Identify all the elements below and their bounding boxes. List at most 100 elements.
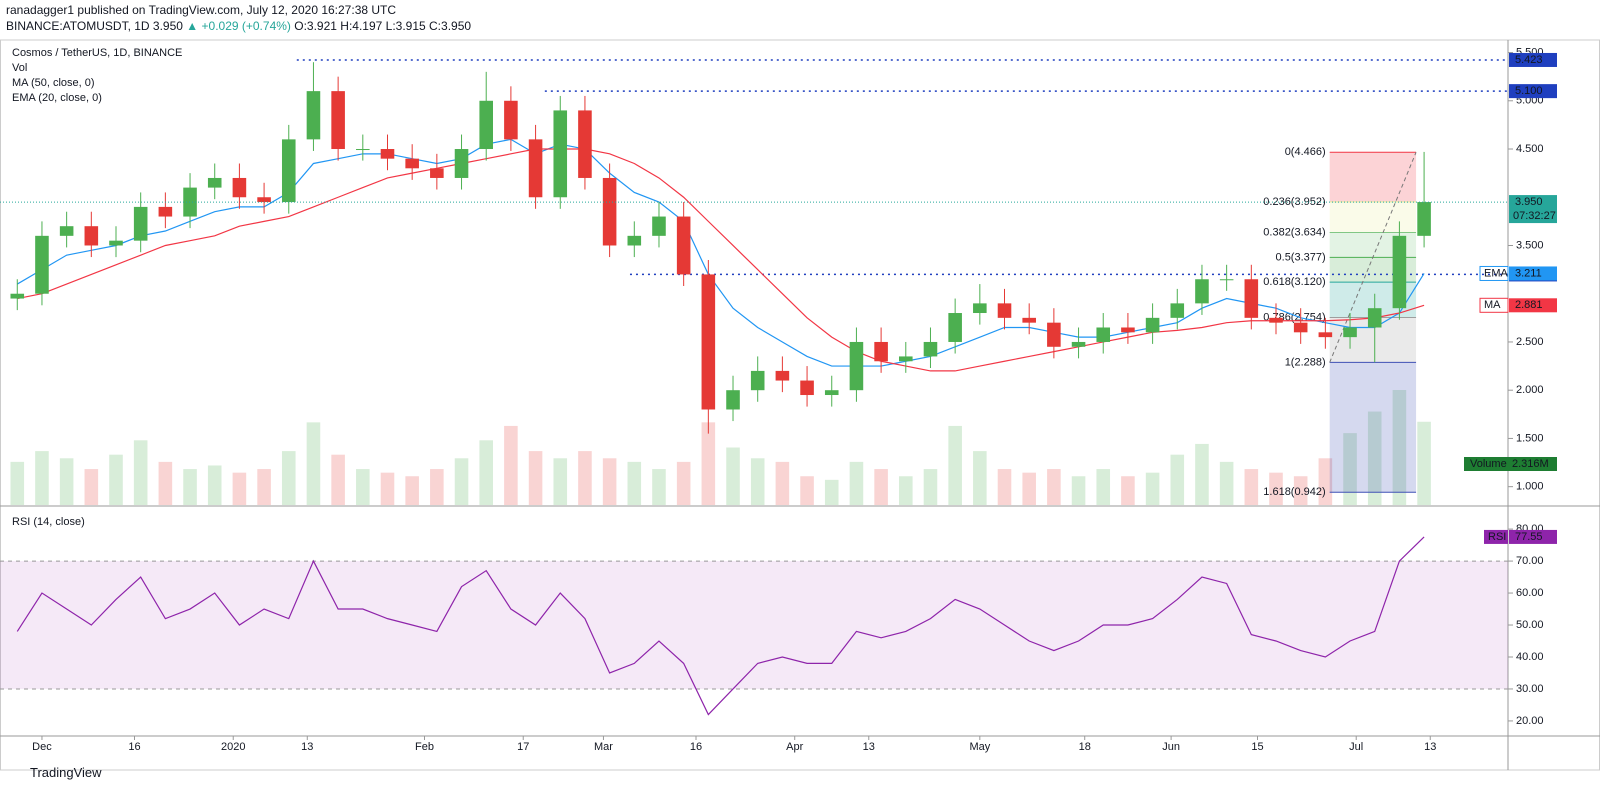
- volume-bar: [701, 422, 716, 505]
- volume-bar: [1096, 469, 1111, 505]
- axis-tag-name: EMA: [1484, 267, 1509, 279]
- price-tag: [1509, 195, 1557, 224]
- fib-label: 0.618(3.120): [1263, 276, 1325, 288]
- overlay-line: [17, 148, 1425, 372]
- legend-vol: Vol: [12, 62, 27, 74]
- volume-bar: [133, 440, 148, 505]
- y-tick-label: 2.500: [1516, 336, 1544, 348]
- volume-bar: [1022, 472, 1036, 505]
- volume-bar: [849, 461, 864, 505]
- x-tick-label: 16: [128, 741, 140, 753]
- candle-body: [997, 303, 1012, 318]
- candle-body: [331, 91, 345, 150]
- volume-bar: [306, 422, 321, 505]
- volume-bar: [158, 461, 173, 505]
- fib-label: 0.382(3.634): [1263, 226, 1325, 238]
- rsi-band: [0, 561, 1508, 689]
- candle-body: [232, 177, 247, 198]
- volume-bar: [183, 469, 197, 505]
- volume-bar: [232, 472, 247, 505]
- candle-body: [652, 216, 666, 236]
- volume-bar: [84, 469, 99, 505]
- volume-bar: [1343, 433, 1357, 505]
- candle-body: [158, 206, 173, 217]
- candle-body: [35, 235, 49, 294]
- candle-body: [701, 274, 716, 410]
- rsi-tag-label: 77.55: [1515, 531, 1543, 543]
- footer: TradingView: [30, 765, 102, 780]
- volume-bar: [750, 458, 765, 505]
- y-tick-label: 4.500: [1516, 143, 1544, 155]
- candle-body: [207, 177, 222, 188]
- candle-body: [10, 293, 25, 299]
- candle-body: [133, 206, 148, 241]
- candle-body: [1343, 327, 1357, 338]
- volume-bar: [1071, 476, 1086, 505]
- symbol: BINANCE:ATOMUSDT, 1D: [6, 19, 150, 33]
- volume-bar: [923, 469, 938, 505]
- x-tick-label: Jul: [1349, 741, 1363, 753]
- candle-body: [1022, 317, 1036, 323]
- x-tick-label: May: [969, 741, 990, 753]
- volume-bar: [1170, 454, 1185, 505]
- candle-body: [1096, 327, 1111, 342]
- axis-tag-name-box: [1479, 265, 1509, 281]
- change: ▲ +0.029 (+0.74%): [186, 19, 291, 33]
- x-tick-label: 2020: [221, 741, 245, 753]
- volume-bar: [35, 451, 49, 505]
- candle-body: [800, 380, 814, 396]
- publisher: ranadagger1 published on TradingView.com…: [6, 3, 397, 17]
- candle-body: [306, 91, 321, 140]
- candle-body: [1392, 235, 1407, 309]
- volume-bar: [1244, 469, 1259, 505]
- y-tick-label: 60.00: [1516, 587, 1544, 599]
- candle-body: [750, 370, 765, 391]
- candle-body: [726, 390, 740, 410]
- volume-tag: [1464, 457, 1557, 471]
- volume-bar: [726, 447, 740, 505]
- candle-body: [1269, 317, 1283, 323]
- candle-body: [454, 149, 469, 178]
- price: 3.950: [152, 19, 183, 33]
- volume-bar: [899, 476, 913, 505]
- volume-bar: [1145, 472, 1160, 505]
- volume-bar: [281, 451, 296, 505]
- volume-tag-name: Volume: [1470, 458, 1507, 470]
- volume-bar: [430, 469, 444, 505]
- legend-ma: MA (50, close, 0): [12, 77, 95, 89]
- rsi-title: RSI (14, close): [12, 516, 85, 528]
- chart: Cosmos / TetherUS, 1D, BINANCE Vol MA (5…: [0, 39, 1600, 771]
- volume-bar: [1121, 476, 1135, 505]
- volume-bar: [405, 476, 419, 505]
- candle-body: [1244, 279, 1259, 318]
- candle-body: [1219, 279, 1234, 281]
- candle-body: [1071, 341, 1086, 347]
- volume-bar: [602, 458, 617, 505]
- symbol-line: BINANCE:ATOMUSDT, 1D 3.950 ▲ +0.029 (+0.…: [6, 19, 471, 33]
- candle-body: [84, 226, 99, 246]
- candle-body: [59, 226, 74, 236]
- x-tick-label: 15: [1251, 741, 1263, 753]
- candle-body: [1367, 308, 1382, 328]
- candle-body: [1318, 332, 1333, 338]
- candle-body: [553, 110, 568, 198]
- price-tag-countdown: 07:32:27: [1513, 210, 1556, 222]
- fib-trend: [1329, 152, 1417, 363]
- candle-body: [602, 177, 617, 246]
- candle-body: [528, 139, 543, 198]
- candle-body: [1145, 317, 1160, 333]
- rsi-tag-name-box: [1484, 529, 1508, 544]
- candle-body: [824, 390, 839, 396]
- y-tick-label: 1.500: [1516, 432, 1544, 444]
- candle-body: [923, 341, 938, 357]
- volume-bar: [627, 461, 642, 505]
- x-tick-label: 18: [1079, 741, 1091, 753]
- axis-tag: [1509, 266, 1557, 281]
- candle-body: [899, 356, 913, 362]
- volume-bar: [824, 479, 839, 505]
- volume-bar: [380, 472, 395, 505]
- volume-bar: [1392, 390, 1407, 505]
- candle-body: [356, 149, 370, 151]
- volume-bar: [874, 469, 888, 505]
- volume-bar: [1269, 472, 1283, 505]
